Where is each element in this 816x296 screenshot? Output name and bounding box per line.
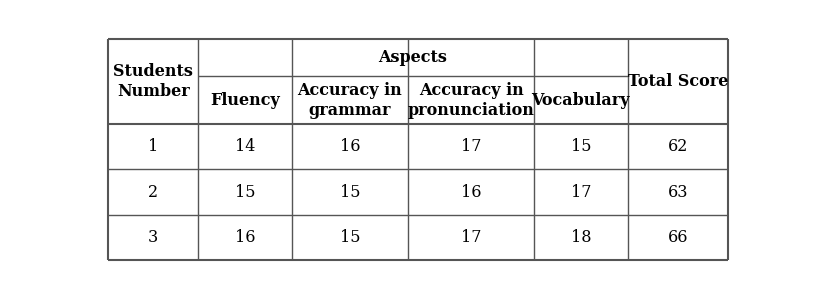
Text: 16: 16 — [339, 138, 360, 155]
Text: 15: 15 — [339, 184, 360, 200]
Text: 17: 17 — [570, 184, 591, 200]
Text: Aspects: Aspects — [379, 49, 447, 66]
Text: Students
Number: Students Number — [113, 63, 193, 100]
Text: 1: 1 — [148, 138, 158, 155]
Text: Accuracy in
grammar: Accuracy in grammar — [298, 82, 402, 118]
Text: 18: 18 — [570, 229, 591, 246]
Text: Fluency: Fluency — [210, 92, 280, 109]
Text: 17: 17 — [461, 229, 481, 246]
Text: Total Score: Total Score — [628, 73, 728, 90]
Text: 66: 66 — [667, 229, 688, 246]
Text: 15: 15 — [234, 184, 255, 200]
Text: 15: 15 — [339, 229, 360, 246]
Text: 17: 17 — [461, 138, 481, 155]
Text: Vocabulary: Vocabulary — [531, 92, 630, 109]
Text: Accuracy in
pronunciation: Accuracy in pronunciation — [408, 82, 534, 118]
Text: 16: 16 — [234, 229, 255, 246]
Text: 15: 15 — [570, 138, 591, 155]
Text: 14: 14 — [234, 138, 255, 155]
Text: 63: 63 — [667, 184, 688, 200]
Text: 3: 3 — [148, 229, 158, 246]
Text: 2: 2 — [148, 184, 158, 200]
Text: 62: 62 — [667, 138, 688, 155]
Text: 16: 16 — [461, 184, 481, 200]
